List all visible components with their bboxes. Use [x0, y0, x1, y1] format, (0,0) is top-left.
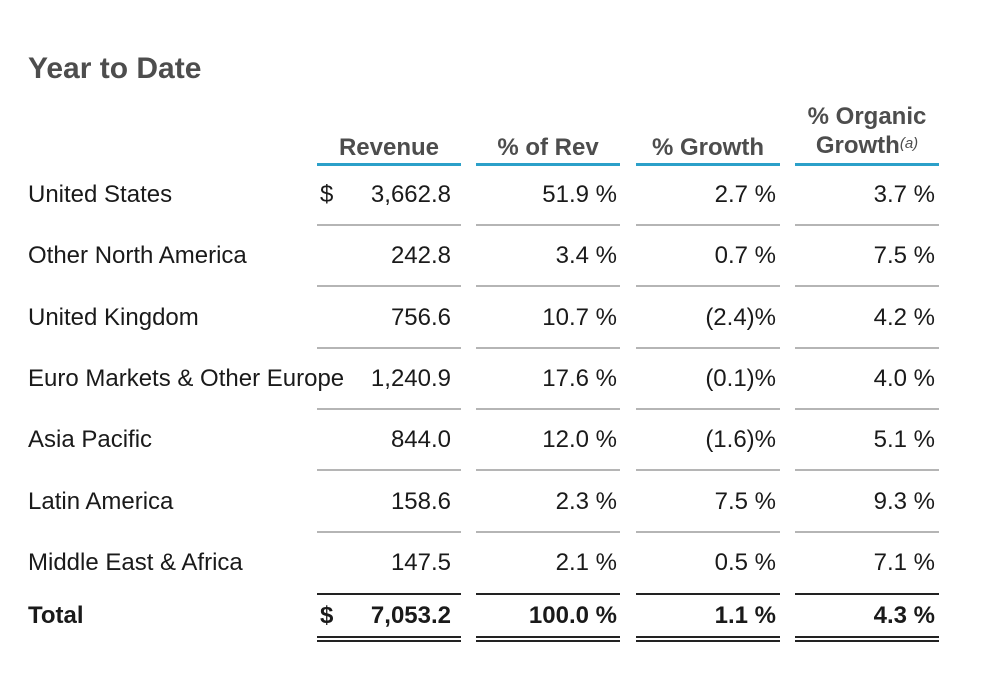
growth-cell: 7.5 % [714, 487, 776, 515]
pct-rev-cell: 12.0 % [542, 425, 617, 453]
row-divider [476, 224, 620, 226]
row-divider [795, 224, 939, 226]
total-top-rule [636, 593, 780, 595]
row-divider [317, 469, 461, 471]
row-label: United Kingdom [28, 303, 199, 331]
pct-rev-cell: 2.3 % [555, 487, 617, 515]
row-label: Euro Markets & Other Europe [28, 364, 345, 392]
col-header-organic-growth: % Organic Growth(a) [795, 102, 939, 160]
row-divider [476, 347, 620, 349]
table-row: Latin America 158.6 2.3 % 7.5 % 9.3 % [0, 471, 1002, 533]
organic-growth-cell: 3.7 % [873, 180, 935, 208]
table-row: United States $3,662.8 51.9 % 2.7 % 3.7 % [0, 164, 1002, 226]
row-label: Other North America [28, 241, 247, 269]
organic-growth-cell: 4.3 % [873, 601, 935, 629]
row-divider [795, 285, 939, 287]
pct-rev-cell: 3.4 % [555, 241, 617, 269]
footnote-marker: (a) [899, 135, 919, 152]
revenue-cell: 242.8 [390, 241, 451, 269]
table-row: Asia Pacific 844.0 12.0 % (1.6)% 5.1 % [0, 409, 1002, 471]
organic-growth-cell: 4.0 % [873, 364, 935, 392]
row-label: Middle East & Africa [28, 548, 243, 576]
revenue-cell: 158.6 [390, 487, 451, 515]
page-title: Year to Date [28, 52, 202, 85]
table-row: Other North America 242.8 3.4 % 0.7 % 7.5 % [0, 225, 1002, 287]
row-divider [636, 408, 780, 410]
row-divider [795, 347, 939, 349]
growth-cell: 0.7 % [714, 241, 776, 269]
table-row: Euro Markets & Other Europe 1,240.9 17.6 %… [0, 348, 1002, 410]
total-top-rule [795, 593, 939, 595]
total-row: Total $ 7,053.2 100.0 % 1.1 % 4.3 % [0, 585, 1002, 646]
row-divider [636, 285, 780, 287]
col-header-organic-line1: % Organic [807, 103, 927, 130]
row-divider [795, 408, 939, 410]
pct-rev-cell: 100.0 % [528, 601, 617, 629]
pct-rev-cell: 51.9 % [542, 180, 617, 208]
row-divider [636, 469, 780, 471]
revenue-cell: 3,662.8 [370, 180, 451, 208]
row-divider [476, 285, 620, 287]
row-label: Latin America [28, 487, 174, 515]
currency-symbol: $ [320, 180, 334, 208]
row-divider [317, 531, 461, 533]
table-row: United Kingdom 756.6 10.7 % (2.4)% 4.2 % [0, 287, 1002, 349]
row-divider [636, 224, 780, 226]
header-rule [317, 163, 461, 166]
col-header-revenue: Revenue [338, 134, 440, 161]
header-rule [476, 163, 620, 166]
col-header-growth: % Growth [652, 134, 764, 161]
row-divider [795, 469, 939, 471]
organic-growth-label: Growth [815, 132, 900, 159]
pct-rev-cell: 10.7 % [542, 303, 617, 331]
total-top-rule [317, 593, 461, 595]
currency-symbol: $ [320, 601, 334, 629]
total-double-rule [317, 636, 461, 642]
row-divider [476, 408, 620, 410]
organic-growth-cell: 4.2 % [873, 303, 935, 331]
row-label: Asia Pacific [28, 425, 153, 453]
pct-rev-cell: 2.1 % [555, 548, 617, 576]
row-divider [317, 347, 461, 349]
col-header-organic-line2: Growth(a) [795, 131, 939, 160]
header-rule [636, 163, 780, 166]
col-header-pct-rev: % of Rev [497, 134, 599, 161]
organic-growth-cell: 7.5 % [873, 241, 935, 269]
revenue-cell: 756.6 [390, 303, 451, 331]
row-divider [636, 531, 780, 533]
revenue-cell: 1,240.9 [370, 364, 451, 392]
row-divider [476, 469, 620, 471]
row-divider [317, 224, 461, 226]
row-divider [317, 285, 461, 287]
growth-cell: (1.6)% [705, 425, 776, 453]
growth-cell: 2.7 % [714, 180, 776, 208]
growth-cell: 0.5 % [714, 548, 776, 576]
total-double-rule [476, 636, 620, 642]
organic-growth-cell: 5.1 % [873, 425, 935, 453]
row-divider [476, 531, 620, 533]
total-top-rule [476, 593, 620, 595]
total-double-rule [795, 636, 939, 642]
revenue-cell: 147.5 [390, 548, 451, 576]
organic-growth-cell: 7.1 % [873, 548, 935, 576]
growth-cell: (0.1)% [705, 364, 776, 392]
revenue-cell: 7,053.2 [370, 601, 451, 629]
row-label: United States [28, 180, 173, 208]
row-label: Total [28, 601, 84, 629]
total-double-rule [636, 636, 780, 642]
row-divider [317, 408, 461, 410]
row-divider [636, 347, 780, 349]
organic-growth-cell: 9.3 % [873, 487, 935, 515]
row-divider [795, 531, 939, 533]
growth-cell: (2.4)% [705, 303, 776, 331]
table-row: Middle East & Africa 147.5 2.1 % 0.5 % 7.1 % [0, 532, 1002, 593]
revenue-cell: 844.0 [390, 425, 451, 453]
header-rule [795, 163, 939, 166]
growth-cell: 1.1 % [714, 601, 776, 629]
pct-rev-cell: 17.6 % [542, 364, 617, 392]
